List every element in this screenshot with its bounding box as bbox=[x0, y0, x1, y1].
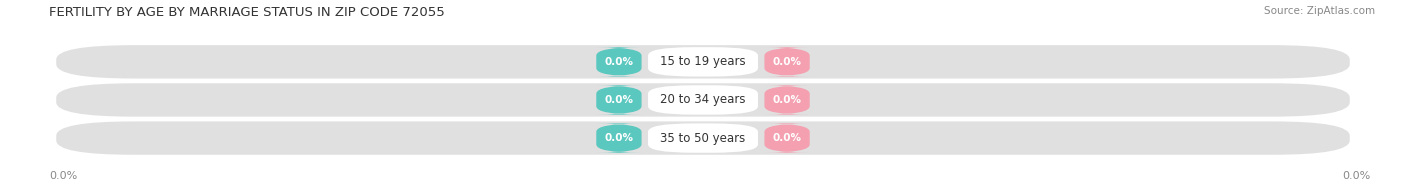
FancyBboxPatch shape bbox=[648, 123, 758, 153]
Text: 35 to 50 years: 35 to 50 years bbox=[661, 132, 745, 145]
FancyBboxPatch shape bbox=[56, 83, 1350, 117]
FancyBboxPatch shape bbox=[765, 47, 810, 76]
Text: 0.0%: 0.0% bbox=[605, 133, 634, 143]
Text: FERTILITY BY AGE BY MARRIAGE STATUS IN ZIP CODE 72055: FERTILITY BY AGE BY MARRIAGE STATUS IN Z… bbox=[49, 6, 444, 19]
FancyBboxPatch shape bbox=[596, 47, 641, 76]
Text: 20 to 34 years: 20 to 34 years bbox=[661, 93, 745, 106]
Text: 0.0%: 0.0% bbox=[605, 95, 634, 105]
FancyBboxPatch shape bbox=[648, 47, 758, 76]
FancyBboxPatch shape bbox=[765, 123, 810, 153]
FancyBboxPatch shape bbox=[596, 123, 641, 153]
FancyBboxPatch shape bbox=[596, 85, 641, 115]
FancyBboxPatch shape bbox=[648, 85, 758, 115]
Text: Source: ZipAtlas.com: Source: ZipAtlas.com bbox=[1264, 6, 1375, 16]
Text: 15 to 19 years: 15 to 19 years bbox=[661, 55, 745, 68]
FancyBboxPatch shape bbox=[56, 121, 1350, 155]
Text: 0.0%: 0.0% bbox=[605, 57, 634, 67]
Text: 0.0%: 0.0% bbox=[49, 171, 77, 181]
Text: 0.0%: 0.0% bbox=[772, 95, 801, 105]
Text: 0.0%: 0.0% bbox=[772, 133, 801, 143]
Text: 0.0%: 0.0% bbox=[1343, 171, 1371, 181]
Text: 0.0%: 0.0% bbox=[772, 57, 801, 67]
FancyBboxPatch shape bbox=[765, 85, 810, 115]
FancyBboxPatch shape bbox=[56, 45, 1350, 79]
